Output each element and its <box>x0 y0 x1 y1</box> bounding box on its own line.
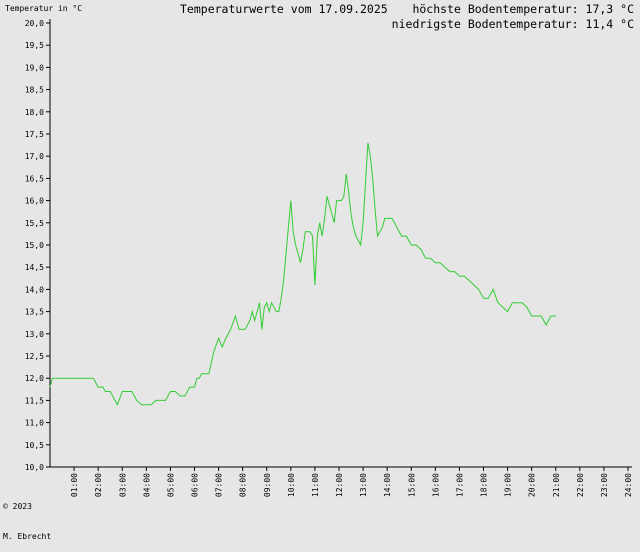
x-tick-label: 20:00 <box>528 473 537 497</box>
y-tick-label: 12,0 <box>25 374 44 383</box>
x-tick-label: 11:00 <box>311 473 320 497</box>
x-tick-label: 01:00 <box>70 473 79 497</box>
y-tick-label: 15,5 <box>25 219 44 228</box>
y-tick-label: 10,5 <box>25 441 44 450</box>
x-tick-label: 18:00 <box>480 473 489 497</box>
chart-title: Temperaturwerte vom 17.09.2025 <box>180 2 388 16</box>
x-tick-label: 22:00 <box>576 473 585 497</box>
y-tick-label: 20,0 <box>25 19 44 28</box>
x-tick-label: 15:00 <box>407 473 416 497</box>
x-tick-label: 08:00 <box>239 473 248 497</box>
y-tick-label: 18,0 <box>25 108 44 117</box>
chart-axes <box>49 19 632 468</box>
y-tick-label: 17,5 <box>25 130 44 139</box>
y-tick-label: 11,0 <box>25 419 44 428</box>
max-temperature-label: höchste Bodentemperatur: 17,3 °C <box>412 2 634 16</box>
x-tick-label: 06:00 <box>191 473 200 497</box>
x-tick-label: 05:00 <box>166 473 175 497</box>
y-tick-labels: 10,0 10,5 11,0 11,5 12,0 12,5 13,0 13,5 14,0 14,5… <box>25 19 50 472</box>
y-tick-label: 13,0 <box>25 330 44 339</box>
y-tick-label: 10,0 <box>25 463 44 472</box>
copyright-year: © 2023 <box>3 502 32 511</box>
x-tick-label: 07:00 <box>215 473 224 497</box>
y-tick-label: 12,5 <box>25 352 44 361</box>
y-axis-label: Temperatur in °C <box>5 4 83 13</box>
min-temperature-label: niedrigste Bodentemperatur: 11,4 °C <box>391 17 634 31</box>
x-tick-label: 02:00 <box>94 473 103 497</box>
x-tick-label: 17:00 <box>455 473 464 497</box>
y-tick-label: 13,5 <box>25 308 44 317</box>
x-tick-labels: 01:00 02:00 03:00 04:00 05:00 06:00 07:00 08:00… <box>70 467 633 497</box>
y-tick-label: 18,5 <box>25 86 44 95</box>
y-tick-label: 16,0 <box>25 197 44 206</box>
x-tick-label: 04:00 <box>142 473 151 497</box>
x-tick-label: 10:00 <box>287 473 296 497</box>
y-tick-label: 17,0 <box>25 152 44 161</box>
x-tick-label: 03:00 <box>118 473 127 497</box>
copyright: © 2023 M. Ebrecht <box>3 482 51 552</box>
y-tick-label: 15,0 <box>25 241 44 250</box>
x-tick-label: 23:00 <box>600 473 609 497</box>
x-tick-label: 24:00 <box>624 473 633 497</box>
x-tick-label: 14:00 <box>383 473 392 497</box>
y-tick-label: 16,5 <box>25 174 44 183</box>
copyright-author: M. Ebrecht <box>3 532 52 541</box>
y-tick-label: 14,0 <box>25 285 44 294</box>
x-tick-label: 19:00 <box>504 473 513 497</box>
y-tick-label: 19,0 <box>25 63 44 72</box>
y-tick-label: 11,5 <box>25 396 44 405</box>
x-tick-label: 21:00 <box>552 473 561 497</box>
y-tick-label: 19,5 <box>25 41 44 50</box>
x-tick-label: 13:00 <box>359 473 368 497</box>
y-tick-label: 14,5 <box>25 263 44 272</box>
temperature-line <box>49 142 556 407</box>
x-tick-label: 12:00 <box>335 473 344 497</box>
x-tick-label: 09:00 <box>263 473 272 497</box>
x-tick-label: 16:00 <box>431 473 440 497</box>
line-chart: 10,0 10,5 11,0 11,5 12,0 12,5 13,0 13,5 14,0 14,5… <box>25 19 633 497</box>
data-series <box>49 142 556 407</box>
